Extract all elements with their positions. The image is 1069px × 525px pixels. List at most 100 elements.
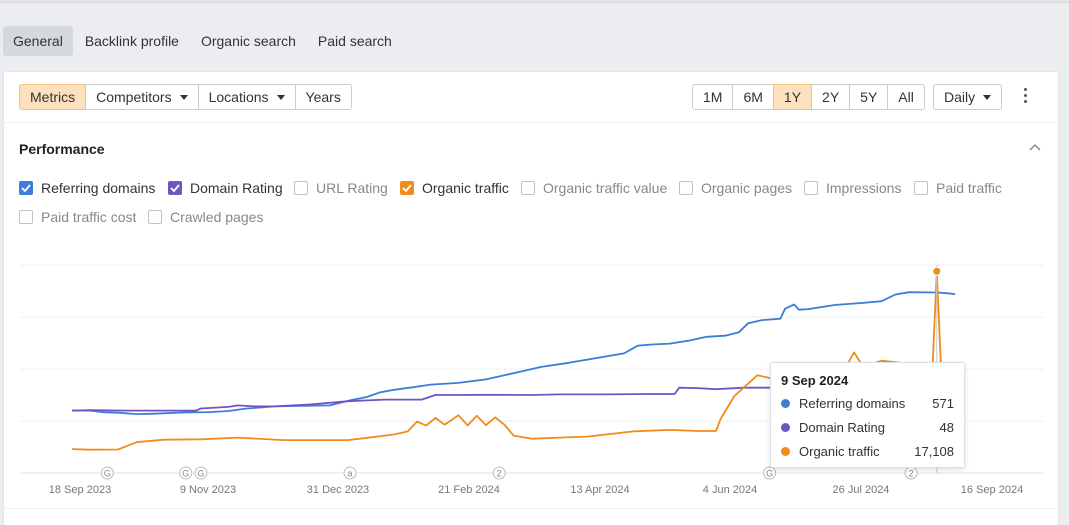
tooltip-label: Organic traffic bbox=[799, 443, 880, 459]
x-tick-label: 21 Feb 2024 bbox=[438, 484, 500, 496]
competitors-dropdown[interactable]: Competitors bbox=[85, 84, 199, 110]
tooltip-row-organic-traffic: Organic traffic 17,108 bbox=[781, 439, 954, 463]
chevron-down-icon bbox=[276, 95, 285, 100]
tooltip-date: 9 Sep 2024 bbox=[781, 373, 849, 388]
metric-domain-rating[interactable]: Domain Rating bbox=[168, 179, 283, 197]
series-dot-icon bbox=[781, 446, 790, 456]
metric-paid-traffic-cost[interactable]: Paid traffic cost bbox=[19, 208, 136, 226]
chart-toolbar: Metrics Competitors Locations Years 1M 6… bbox=[4, 72, 1058, 123]
x-tick-label: 13 Apr 2024 bbox=[570, 484, 629, 496]
tooltip-label: Domain Rating bbox=[799, 419, 885, 435]
tooltip-row-domain-rating: Domain Rating 48 bbox=[781, 415, 954, 439]
x-tick-label: 4 Jun 2024 bbox=[703, 484, 757, 496]
locations-label: Locations bbox=[208, 89, 269, 105]
locations-dropdown[interactable]: Locations bbox=[197, 84, 296, 110]
tooltip-value: 571 bbox=[932, 395, 954, 411]
tooltip-label: Referring domains bbox=[799, 395, 906, 411]
years-label: Years bbox=[305, 89, 341, 105]
range-1y-button[interactable]: 1Y bbox=[772, 84, 813, 110]
annotation-marker bbox=[194, 466, 208, 480]
annotation-marker bbox=[763, 466, 777, 480]
overview-panel: Metrics Competitors Locations Years 1M 6… bbox=[3, 71, 1059, 525]
years-button[interactable]: Years bbox=[294, 84, 352, 110]
metric-label: URL Rating bbox=[316, 180, 388, 196]
x-tick-label: 31 Dec 2023 bbox=[307, 484, 369, 496]
annotation-label: a bbox=[348, 469, 353, 479]
chevron-down-icon bbox=[983, 95, 992, 100]
metric-label: Organic traffic bbox=[422, 180, 509, 196]
annotation-marker bbox=[100, 466, 114, 480]
checkbox-checked-icon[interactable] bbox=[168, 181, 182, 195]
range-all-button[interactable]: All bbox=[887, 84, 925, 110]
hover-point bbox=[932, 266, 942, 276]
metrics-button[interactable]: Metrics bbox=[19, 84, 87, 110]
checkbox-unchecked-icon[interactable] bbox=[804, 181, 818, 195]
checkbox-unchecked-icon[interactable] bbox=[294, 181, 308, 195]
tooltip-row-referring-domains: Referring domains 571 bbox=[781, 391, 954, 415]
checkbox-unchecked-icon[interactable] bbox=[19, 210, 33, 224]
metric-paid-traffic[interactable]: Paid traffic bbox=[914, 179, 1002, 197]
tab-organic-search[interactable]: Organic search bbox=[200, 33, 296, 49]
performance-title: Performance bbox=[19, 141, 105, 157]
checkbox-unchecked-icon[interactable] bbox=[148, 210, 162, 224]
tab-backlink-profile[interactable]: Backlink profile bbox=[84, 33, 179, 49]
annotation-marker bbox=[343, 466, 357, 480]
annotation-label: 2 bbox=[909, 469, 914, 479]
checkbox-unchecked-icon[interactable] bbox=[914, 181, 928, 195]
interval-dropdown[interactable]: Daily bbox=[933, 84, 1003, 110]
filter-button-group: Metrics Competitors Locations Years bbox=[19, 84, 352, 110]
metric-label: Organic pages bbox=[701, 180, 793, 196]
annotation-marker bbox=[179, 466, 193, 480]
metric-label: Paid traffic bbox=[936, 180, 1002, 196]
chart-tooltip: 9 Sep 2024 Referring domains 571 Domain … bbox=[770, 362, 965, 468]
metric-label: Domain Rating bbox=[190, 180, 283, 196]
metric-url-rating[interactable]: URL Rating bbox=[294, 179, 388, 197]
tab-paid-search[interactable]: Paid search bbox=[317, 33, 392, 49]
range-1m-button[interactable]: 1M bbox=[692, 84, 734, 110]
metric-label: Crawled pages bbox=[170, 209, 264, 225]
metric-label: Organic traffic value bbox=[543, 180, 668, 196]
series-line-referring-domains bbox=[72, 291, 956, 415]
annotation-marker bbox=[492, 466, 506, 480]
checkbox-unchecked-icon[interactable] bbox=[679, 181, 693, 195]
series-dot-icon bbox=[781, 398, 790, 408]
metric-label: Impressions bbox=[826, 180, 902, 196]
checkbox-unchecked-icon[interactable] bbox=[521, 181, 535, 195]
metric-organic-pages[interactable]: Organic pages bbox=[679, 179, 792, 197]
metric-organic-traffic-value[interactable]: Organic traffic value bbox=[521, 179, 667, 197]
tab-general[interactable]: General bbox=[3, 26, 73, 56]
metric-crawled-pages[interactable]: Crawled pages bbox=[148, 208, 263, 226]
annotation-label: G bbox=[197, 469, 204, 479]
chevron-down-icon bbox=[179, 95, 188, 100]
series-dot-icon bbox=[781, 422, 790, 432]
range-2y-button[interactable]: 2Y bbox=[811, 84, 851, 110]
competitors-label: Competitors bbox=[96, 89, 172, 105]
checkbox-checked-icon[interactable] bbox=[19, 181, 33, 195]
panel-divider bbox=[4, 508, 1058, 509]
annotation-label: 2 bbox=[497, 469, 502, 479]
annotation-label: G bbox=[766, 469, 773, 479]
metric-organic-traffic[interactable]: Organic traffic bbox=[400, 179, 509, 197]
interval-label: Daily bbox=[944, 89, 976, 105]
annotation-label: G bbox=[182, 469, 189, 479]
chevron-up-icon[interactable] bbox=[1028, 142, 1042, 152]
tooltip-value: 17,108 bbox=[914, 443, 954, 459]
metric-label: Referring domains bbox=[41, 180, 156, 196]
checkbox-checked-icon[interactable] bbox=[400, 181, 414, 195]
tooltip-value: 48 bbox=[939, 419, 954, 435]
x-tick-label: 9 Nov 2023 bbox=[180, 484, 236, 496]
metric-referring-domains[interactable]: Referring domains bbox=[19, 179, 155, 197]
range-6m-button[interactable]: 6M bbox=[732, 84, 774, 110]
x-tick-label: 26 Jul 2024 bbox=[833, 484, 890, 496]
metric-impressions[interactable]: Impressions bbox=[804, 179, 901, 197]
range-button-group: 1M 6M 1Y 2Y 5Y All bbox=[692, 84, 925, 110]
more-options-icon[interactable] bbox=[1018, 88, 1032, 106]
x-tick-label: 16 Sep 2024 bbox=[961, 484, 1023, 496]
metric-label: Paid traffic cost bbox=[41, 209, 137, 225]
report-tabs: General Backlink profile Organic search … bbox=[3, 26, 404, 56]
window-top-bar bbox=[0, 0, 1069, 3]
range-5y-button[interactable]: 5Y bbox=[849, 84, 889, 110]
metrics-label: Metrics bbox=[30, 89, 76, 105]
annotation-label: G bbox=[104, 469, 111, 479]
x-tick-label: 18 Sep 2023 bbox=[49, 484, 111, 496]
